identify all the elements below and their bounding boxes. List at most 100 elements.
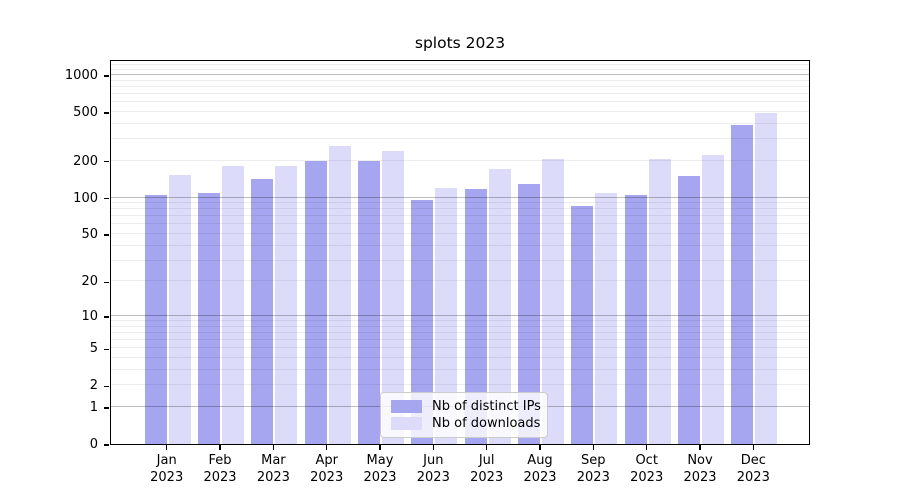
minor-gridline xyxy=(111,223,809,225)
bar-distinct-ips-may xyxy=(358,160,381,444)
bar-downloads-aug xyxy=(542,158,564,444)
x-tick-mark xyxy=(699,445,701,450)
minor-gridline xyxy=(111,202,809,204)
legend-label: Nb of distinct IPs xyxy=(432,399,541,414)
x-tick-mark xyxy=(592,445,594,450)
bar-downloads-jun xyxy=(435,187,458,444)
y-tick-mark xyxy=(104,234,109,236)
minor-gridline xyxy=(111,122,809,124)
legend-row: Nb of downloads xyxy=(391,415,541,432)
x-tick-mark xyxy=(432,445,434,450)
y-tick-mark xyxy=(104,348,109,350)
bar-distinct-ips-apr xyxy=(304,160,327,444)
minor-gridline xyxy=(111,259,809,261)
plot-area xyxy=(110,60,810,445)
bar-downloads-feb xyxy=(222,165,245,444)
major-gridline xyxy=(111,196,809,198)
legend: Nb of distinct IPs Nb of downloads xyxy=(380,392,548,438)
y-tick-label: 500 xyxy=(73,105,98,120)
bar-downloads-nov xyxy=(702,155,724,444)
y-tick-mark xyxy=(104,316,109,318)
x-tick-label-sep: Sep 2023 xyxy=(576,453,610,485)
y-tick-label: 50 xyxy=(81,227,98,242)
bar-downloads-mar xyxy=(275,165,298,444)
minor-gridline xyxy=(111,369,809,370)
y-tick-label: 20 xyxy=(81,274,98,290)
legend-label: Nb of downloads xyxy=(432,416,541,431)
y-tick-mark xyxy=(104,281,109,284)
y-tick-mark xyxy=(104,407,109,409)
x-tick-mark xyxy=(486,445,488,450)
minor-gridline xyxy=(111,93,809,94)
bar-distinct-ips-aug xyxy=(518,183,540,444)
y-tick-mark xyxy=(104,161,109,163)
minor-gridline xyxy=(111,244,809,246)
y-tick-label: 0 xyxy=(89,437,98,452)
x-tick-label-jan: Jan 2023 xyxy=(150,453,184,485)
minor-gridline xyxy=(111,60,809,61)
x-tick-label-jul: Jul 2023 xyxy=(470,453,504,485)
minor-gridline xyxy=(111,215,809,217)
x-tick-label-nov: Nov 2023 xyxy=(683,453,717,485)
y-tick-mark xyxy=(104,112,109,114)
minor-gridline xyxy=(111,85,809,87)
minor-gridline xyxy=(111,208,809,210)
bar-distinct-ips-nov xyxy=(678,176,700,444)
minor-gridline xyxy=(111,233,809,234)
y-tick-label: 2 xyxy=(89,378,98,394)
minor-gridline xyxy=(111,138,809,140)
y-tick-label: 1 xyxy=(89,400,98,415)
minor-gridline xyxy=(111,347,809,349)
minor-gridline xyxy=(111,357,809,358)
y-tick-label: 100 xyxy=(73,190,98,206)
minor-gridline xyxy=(111,331,809,333)
x-tick-mark xyxy=(219,445,221,450)
x-tick-label-apr: Apr 2023 xyxy=(310,453,344,485)
x-tick-label-oct: Oct 2023 xyxy=(630,453,664,485)
x-tick-label-feb: Feb 2023 xyxy=(203,453,237,485)
x-tick-label-mar: Mar 2023 xyxy=(256,453,290,485)
x-tick-mark xyxy=(166,445,168,450)
minor-gridline xyxy=(111,111,809,112)
bar-distinct-ips-jan xyxy=(144,195,167,444)
x-tick-label-aug: Aug 2023 xyxy=(523,453,557,485)
minor-gridline xyxy=(111,79,809,81)
bar-downloads-sep xyxy=(595,192,618,444)
major-gridline xyxy=(111,74,809,75)
bar-downloads-jan xyxy=(168,174,191,444)
x-tick-mark xyxy=(326,445,328,450)
legend-swatch-downloads xyxy=(391,417,422,430)
bar-downloads-dec xyxy=(755,113,778,444)
x-tick-label-jun: Jun 2023 xyxy=(416,453,450,485)
y-tick-label: 1000 xyxy=(64,68,98,83)
x-tick-mark xyxy=(272,445,275,450)
y-tick-mark xyxy=(104,444,109,446)
legend-row: Nb of distinct IPs xyxy=(391,398,541,415)
bar-downloads-may xyxy=(382,150,405,444)
bar-distinct-ips-sep xyxy=(571,206,594,444)
bar-distinct-ips-feb xyxy=(198,192,221,444)
minor-gridline xyxy=(111,159,809,161)
bar-downloads-jul xyxy=(488,168,511,444)
minor-gridline xyxy=(111,325,809,327)
minor-gridline xyxy=(111,384,809,386)
chart-title: splots 2023 xyxy=(414,34,506,52)
minor-gridline xyxy=(111,320,809,321)
y-tick-mark xyxy=(104,197,109,200)
bar-distinct-ips-jun xyxy=(411,200,434,444)
legend-swatch-distinct-ips xyxy=(391,400,422,413)
bar-distinct-ips-oct xyxy=(624,195,647,444)
minor-gridline xyxy=(111,339,809,341)
major-gridline xyxy=(111,314,809,316)
x-tick-label-may: May 2023 xyxy=(363,453,397,485)
minor-gridline xyxy=(111,64,809,66)
y-tick-mark xyxy=(104,75,109,77)
x-tick-mark xyxy=(379,445,381,450)
minor-gridline xyxy=(111,68,809,70)
bar-distinct-ips-jul xyxy=(464,189,487,444)
bar-distinct-ips-mar xyxy=(251,178,274,444)
y-tick-label: 5 xyxy=(89,341,98,357)
x-tick-mark xyxy=(752,445,754,450)
y-tick-label: 200 xyxy=(73,153,98,169)
